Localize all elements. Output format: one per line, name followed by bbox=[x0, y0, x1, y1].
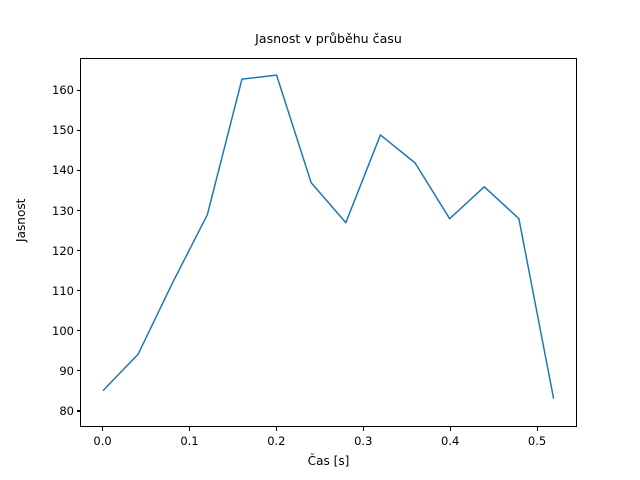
x-tick-label: 0.1 bbox=[180, 434, 199, 448]
line-series-svg bbox=[102, 74, 555, 399]
y-tick-mark bbox=[76, 210, 80, 212]
y-tick-label: 100 bbox=[52, 323, 74, 338]
chart-title: Jasnost v průběhu času bbox=[255, 31, 402, 46]
x-tick-mark bbox=[275, 427, 277, 431]
x-tick-mark bbox=[362, 427, 364, 431]
x-tick-label: 0.2 bbox=[267, 434, 286, 448]
y-tick-label: 110 bbox=[52, 283, 74, 298]
y-tick-mark bbox=[76, 129, 80, 131]
y-tick-label: 150 bbox=[52, 123, 74, 138]
y-tick-mark bbox=[76, 169, 80, 172]
x-tick-mark bbox=[102, 427, 104, 431]
y-tick-label: 140 bbox=[52, 163, 74, 178]
y-tick-label: 160 bbox=[52, 83, 74, 98]
y-tick-label: 90 bbox=[59, 363, 74, 378]
x-tick-label: 0.5 bbox=[527, 434, 547, 448]
plot-area bbox=[80, 58, 577, 427]
x-tick-mark bbox=[188, 427, 191, 431]
y-tick-mark bbox=[76, 370, 80, 372]
y-tick-mark bbox=[76, 290, 80, 292]
line-series-path bbox=[102, 74, 555, 399]
y-tick-label: 120 bbox=[52, 243, 74, 258]
y-tick-mark bbox=[76, 410, 80, 412]
y-axis-label: Jasnost bbox=[14, 198, 28, 242]
y-tick-label: 130 bbox=[52, 203, 74, 218]
x-tick-label: 0.0 bbox=[93, 434, 112, 448]
y-tick-mark bbox=[76, 330, 80, 332]
x-tick-mark bbox=[536, 427, 538, 431]
y-tick-mark bbox=[76, 250, 80, 252]
x-tick-label: 0.3 bbox=[354, 434, 373, 448]
x-tick-mark bbox=[449, 427, 451, 431]
x-axis-label: Čas [s] bbox=[307, 454, 350, 468]
y-tick-label: 80 bbox=[59, 403, 74, 418]
y-tick-mark bbox=[76, 89, 80, 91]
x-tick-label: 0.4 bbox=[440, 434, 460, 448]
